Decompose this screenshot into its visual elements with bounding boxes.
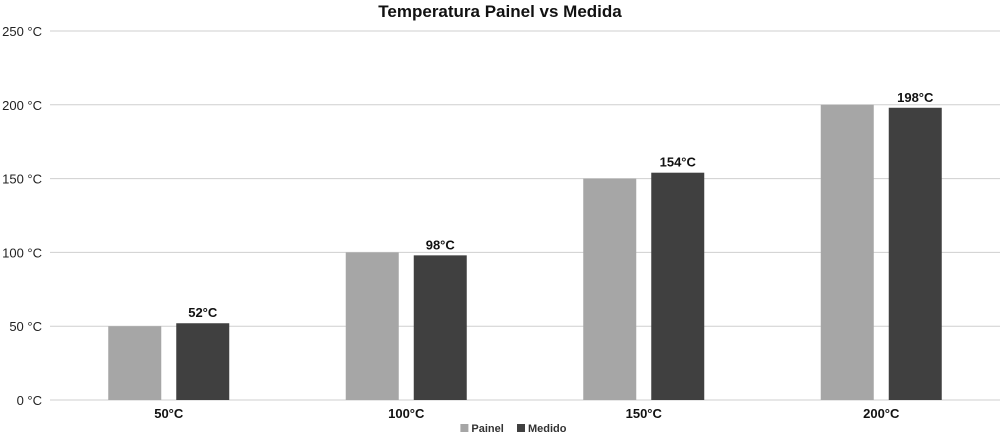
data-label: 98°C — [426, 237, 456, 252]
bar-painel — [108, 326, 162, 400]
bar-medido — [651, 172, 705, 400]
legend-label: Painel — [471, 423, 503, 435]
x-tick-label: 100°C — [388, 406, 425, 421]
legend-label: Medido — [528, 423, 567, 435]
y-tick-label: 100 °C — [2, 245, 42, 260]
data-label: 52°C — [188, 305, 218, 320]
legend-swatch-painel — [460, 424, 469, 432]
bars — [108, 104, 942, 401]
bar-medido — [413, 255, 467, 400]
y-tick-label: 50 °C — [9, 319, 42, 334]
bar-painel — [820, 104, 874, 401]
bar-medido — [888, 107, 942, 400]
x-tick-label: 50°C — [154, 406, 184, 421]
x-tick-label: 150°C — [626, 406, 663, 421]
x-axis-ticks: 50°C 100°C 150°C 200°C — [154, 406, 900, 421]
bar-painel — [345, 252, 399, 400]
chart-title: Temperatura Painel vs Medida — [378, 2, 622, 21]
y-axis-ticks: 0 °C 50 °C 100 °C 150 °C 200 °C 250 °C — [2, 24, 42, 408]
x-tick-label: 200°C — [863, 406, 900, 421]
data-label: 154°C — [660, 155, 697, 170]
y-tick-label: 150 °C — [2, 172, 42, 187]
data-label: 198°C — [897, 90, 934, 105]
data-labels: 52°C 98°C 154°C 198°C — [188, 90, 934, 320]
y-tick-label: 0 °C — [17, 393, 42, 408]
y-tick-label: 250 °C — [2, 24, 42, 39]
bar-painel — [583, 178, 637, 400]
legend-swatch-medido — [517, 424, 525, 432]
bar-medido — [176, 323, 230, 400]
y-tick-label: 200 °C — [2, 98, 42, 113]
legend: Painel Medido — [460, 423, 567, 435]
